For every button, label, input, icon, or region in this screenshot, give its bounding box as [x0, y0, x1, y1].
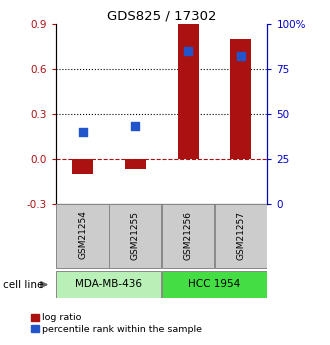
Text: GSM21257: GSM21257 — [236, 210, 246, 259]
Text: MDA-MB-436: MDA-MB-436 — [75, 279, 143, 289]
Bar — [72, 159, 93, 174]
Bar — [162, 271, 267, 298]
Bar — [109, 204, 161, 268]
Text: GSM21256: GSM21256 — [183, 210, 193, 259]
Bar — [56, 271, 161, 298]
Legend: log ratio, percentile rank within the sample: log ratio, percentile rank within the sa… — [31, 314, 203, 334]
Text: GSM21254: GSM21254 — [78, 210, 87, 259]
Bar — [56, 204, 109, 268]
Bar — [230, 39, 251, 159]
Point — [185, 48, 191, 54]
Text: cell line: cell line — [3, 280, 44, 289]
Point — [238, 54, 244, 59]
Bar — [125, 159, 146, 169]
Text: GSM21255: GSM21255 — [131, 210, 140, 259]
Text: HCC 1954: HCC 1954 — [188, 279, 241, 289]
Title: GDS825 / 17302: GDS825 / 17302 — [107, 10, 216, 23]
Bar — [162, 204, 214, 268]
Bar — [178, 21, 199, 159]
Bar — [215, 204, 267, 268]
Point — [133, 124, 138, 129]
Point — [80, 129, 85, 135]
